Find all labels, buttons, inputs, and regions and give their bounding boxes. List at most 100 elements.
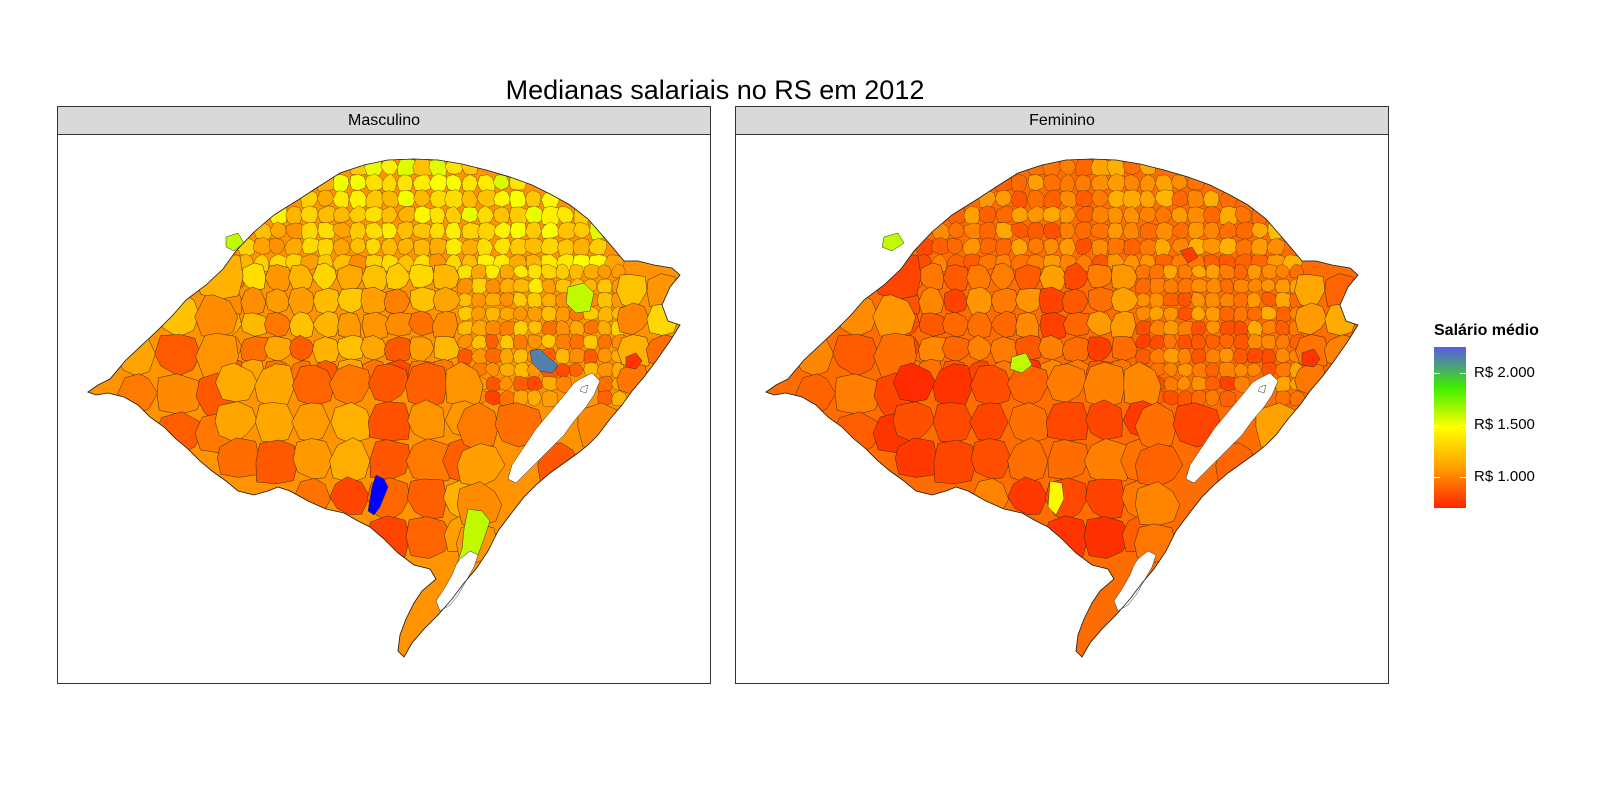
municipality	[1008, 402, 1050, 444]
municipality	[1042, 173, 1063, 192]
municipality	[1091, 205, 1110, 225]
municipality	[572, 237, 590, 258]
municipality	[381, 206, 398, 224]
lagoon	[1185, 372, 1279, 484]
municipality	[588, 238, 608, 256]
municipality	[1014, 264, 1042, 293]
municipality	[569, 333, 586, 350]
municipality	[364, 173, 385, 192]
municipality	[1086, 310, 1114, 337]
municipality	[918, 312, 947, 337]
municipality	[512, 305, 528, 322]
municipality	[1190, 278, 1208, 293]
municipality	[942, 312, 970, 337]
municipality	[317, 205, 337, 224]
municipality	[485, 319, 502, 336]
municipality	[499, 277, 516, 295]
lagoon	[1113, 550, 1157, 612]
municipality	[1135, 320, 1151, 336]
lagoon	[435, 550, 479, 612]
municipality	[433, 335, 460, 362]
municipality	[291, 364, 335, 407]
municipality	[312, 287, 341, 315]
municipality	[541, 320, 558, 337]
municipality	[1059, 222, 1076, 240]
municipality	[979, 237, 998, 255]
municipality	[383, 288, 411, 315]
municipality	[312, 310, 340, 338]
municipality	[485, 277, 501, 294]
municipality	[457, 334, 473, 349]
municipality	[499, 264, 515, 280]
municipality	[554, 348, 570, 365]
municipality	[1058, 237, 1077, 257]
municipality	[1107, 189, 1127, 209]
municipality	[527, 320, 543, 335]
municipality	[513, 320, 529, 337]
municipality	[875, 254, 922, 300]
municipality	[1123, 237, 1143, 256]
municipality	[1149, 319, 1166, 337]
municipality	[527, 306, 543, 324]
municipality	[445, 174, 462, 192]
municipality	[1251, 222, 1269, 239]
municipality	[1177, 389, 1193, 407]
municipality	[349, 174, 367, 191]
municipality	[476, 205, 495, 225]
plot-title: Medianas salariais no RS em 2012	[505, 75, 925, 105]
municipality	[365, 189, 385, 209]
municipality	[1204, 361, 1220, 380]
municipality	[1205, 334, 1221, 350]
municipality	[1074, 221, 1092, 240]
municipality	[1090, 159, 1111, 177]
municipality	[962, 237, 982, 257]
municipality	[405, 438, 453, 485]
municipality	[457, 277, 474, 295]
municipality	[525, 221, 542, 241]
municipality	[1177, 292, 1192, 307]
municipality	[413, 189, 432, 208]
municipality-group	[792, 159, 1358, 563]
municipality	[573, 222, 591, 239]
municipality	[412, 222, 432, 239]
municipality	[316, 189, 335, 207]
municipality	[1015, 312, 1040, 339]
municipality	[1218, 292, 1236, 308]
municipality	[597, 306, 614, 324]
lagoon	[507, 372, 601, 484]
municipality	[333, 206, 351, 223]
municipality	[194, 294, 239, 340]
municipality	[527, 334, 543, 350]
municipality	[457, 320, 473, 336]
municipality	[385, 312, 414, 337]
municipality	[1091, 238, 1109, 257]
municipality	[555, 333, 572, 351]
municipality	[524, 205, 544, 225]
municipality	[1163, 264, 1178, 280]
municipality	[1045, 363, 1087, 403]
municipality	[1110, 310, 1137, 339]
municipality	[1218, 333, 1235, 349]
municipality	[932, 363, 974, 410]
municipality	[1177, 348, 1192, 365]
municipality	[555, 306, 571, 323]
lagoon	[1257, 384, 1267, 394]
municipality	[990, 262, 1015, 292]
municipality	[485, 334, 500, 350]
municipality	[254, 363, 296, 410]
municipality-highlight	[1301, 348, 1321, 368]
legend-tick-label: R$ 1.500	[1474, 415, 1535, 433]
municipality	[1163, 334, 1178, 350]
municipality	[1187, 206, 1207, 226]
municipality	[1218, 361, 1237, 379]
municipality	[969, 402, 1009, 442]
municipality	[1205, 292, 1221, 309]
municipality	[872, 294, 917, 340]
municipality	[1047, 439, 1089, 481]
municipality-highlight	[625, 352, 643, 370]
municipality	[317, 222, 336, 239]
municipality	[445, 237, 465, 256]
municipality	[493, 189, 511, 208]
municipality	[367, 363, 409, 403]
municipality	[1010, 222, 1030, 239]
